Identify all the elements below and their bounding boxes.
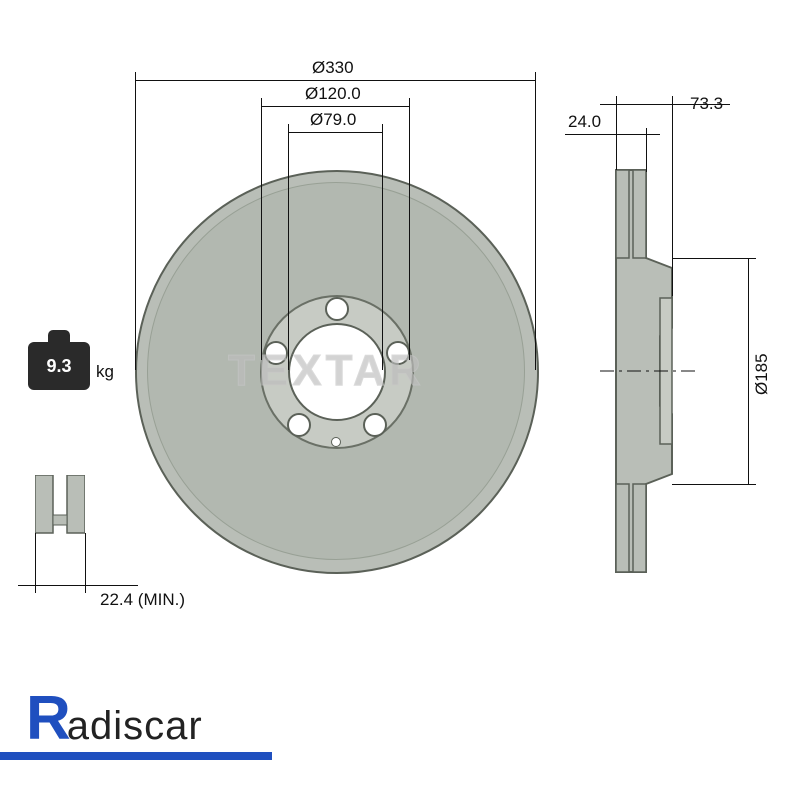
- dim-extension: [382, 124, 383, 370]
- dim-extension: [672, 96, 673, 296]
- logo-initial: R: [26, 688, 69, 750]
- dim-extension: [672, 258, 756, 259]
- bolt-hole: [363, 413, 387, 437]
- logo-underline: [0, 752, 272, 760]
- drawing-canvas: TEXTAR Ø330 Ø120.0 Ø79.0 9.3 kg 22.4 (MI…: [0, 0, 800, 800]
- pin-hole: [331, 437, 341, 447]
- dim-extension: [535, 72, 536, 370]
- dim-extension: [616, 96, 617, 170]
- dim-extension: [672, 484, 756, 485]
- dim-label-330: Ø330: [312, 58, 354, 78]
- brand-watermark: TEXTAR: [228, 346, 425, 396]
- weight-handle-icon: [48, 330, 70, 342]
- weight-unit: kg: [96, 362, 114, 382]
- dim-label-185: Ø185: [752, 353, 772, 395]
- dim-line-185: [748, 258, 749, 484]
- dim-line-120: [261, 106, 409, 107]
- dim-extension: [409, 98, 410, 360]
- radiscar-logo: R adiscar: [26, 688, 203, 750]
- dim-extension: [261, 98, 262, 360]
- dim-label-min: 22.4 (MIN.): [100, 590, 185, 610]
- weight-badge: 9.3: [28, 330, 90, 390]
- min-thickness-section: [35, 475, 85, 537]
- bolt-hole: [287, 413, 311, 437]
- weight-value: 9.3: [28, 342, 90, 390]
- dim-line-24: [565, 134, 660, 135]
- dim-line-79: [288, 132, 382, 133]
- dim-label-79: Ø79.0: [310, 110, 356, 130]
- dim-label-120: Ø120.0: [305, 84, 361, 104]
- dim-extension: [135, 72, 136, 370]
- dim-line-330: [135, 80, 535, 81]
- disc-side-profile: [600, 168, 700, 574]
- dim-label-73: 73.3: [690, 94, 723, 114]
- dim-extension: [35, 533, 36, 593]
- dim-line-min: [18, 585, 138, 586]
- bolt-hole: [325, 297, 349, 321]
- dim-label-24: 24.0: [568, 112, 601, 132]
- logo-wordmark: adiscar: [67, 704, 203, 749]
- dim-extension: [85, 533, 86, 593]
- dim-extension: [288, 124, 289, 370]
